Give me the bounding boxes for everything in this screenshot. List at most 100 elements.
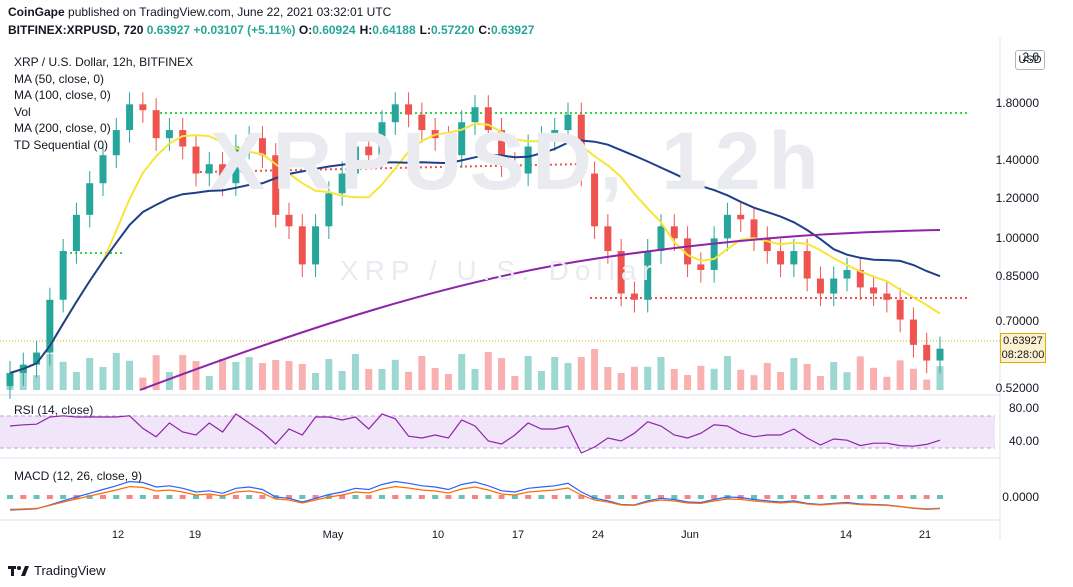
- candle-body: [391, 104, 399, 123]
- volume-bar: [564, 363, 572, 390]
- ohlc-label: C:: [478, 23, 492, 37]
- candle-body: [923, 344, 931, 361]
- volume-bar: [551, 357, 559, 390]
- candle-body: [325, 193, 333, 227]
- volume-bar: [99, 367, 107, 390]
- ohlc-value: 0.60924: [312, 23, 356, 37]
- bar-countdown: 08:28:00: [1001, 349, 1045, 361]
- macd-histogram-bar: [883, 495, 890, 499]
- time-tick: 10: [431, 529, 445, 541]
- macd-tick: 0.0000: [1002, 490, 1039, 504]
- volume-bar: [697, 365, 705, 390]
- volume-bar: [325, 359, 333, 390]
- macd-histogram-bar: [644, 495, 651, 499]
- candle-body: [378, 122, 386, 156]
- macd-histogram-bar: [844, 495, 850, 499]
- candle-body: [458, 122, 466, 156]
- time-tick: 17: [511, 529, 525, 541]
- macd-histogram-bar: [259, 495, 266, 499]
- volume-bar: [604, 367, 612, 390]
- candle-body: [126, 104, 134, 131]
- volume-bar: [630, 366, 638, 390]
- volume-bar: [644, 366, 652, 390]
- symbol-info: BITFINEX:XRPUSD, 720 0.63927 +0.03107 (+…: [8, 23, 538, 37]
- volume-bar: [72, 372, 80, 390]
- candle-body: [537, 138, 545, 147]
- candle-body: [219, 164, 227, 184]
- rsi-label[interactable]: RSI (14, close): [14, 403, 94, 417]
- volume-bar: [312, 373, 320, 390]
- legend-ma100[interactable]: MA (100, close, 0): [14, 88, 111, 102]
- candle-body: [312, 226, 320, 265]
- price-change: 0.63927 +0.03107 (+5.11%): [146, 23, 296, 37]
- volume-bar: [258, 363, 266, 390]
- legend-vol[interactable]: Vol: [14, 104, 31, 119]
- macd-histogram-bar: [498, 495, 505, 499]
- price-tick: 1.00000: [995, 231, 1039, 245]
- symbol-code: BITFINEX:XRPUSD, 720: [8, 23, 144, 37]
- candle-body: [723, 214, 731, 239]
- legend-ma50[interactable]: MA (50, close, 0): [14, 71, 105, 86]
- volume-bar: [684, 375, 692, 390]
- time-tick: May: [322, 529, 344, 541]
- volume-bar: [285, 361, 293, 390]
- candle-body: [365, 146, 373, 156]
- price-tick: 0.70000: [995, 314, 1039, 328]
- volume-bar: [524, 356, 532, 390]
- price-chart[interactable]: [0, 38, 1073, 556]
- volume-bar: [272, 360, 280, 390]
- candle-body: [790, 251, 798, 265]
- tradingview-logo-icon: [8, 566, 29, 576]
- macd-histogram-bar: [86, 495, 93, 499]
- chart-area[interactable]: [0, 38, 1073, 556]
- publish-info: CoinGape published on TradingView.com, J…: [8, 5, 391, 19]
- volume-bar: [205, 376, 213, 390]
- volume-bar: [152, 355, 160, 390]
- candle-body: [99, 155, 107, 184]
- macd-histogram-bar: [830, 495, 837, 499]
- volume-bar: [219, 359, 227, 390]
- candle-body: [870, 287, 878, 294]
- volume-bar: [418, 356, 426, 390]
- publisher-name[interactable]: CoinGape: [8, 5, 65, 19]
- ohlc-label: L:: [419, 23, 431, 37]
- footer-brand[interactable]: TradingView: [34, 563, 106, 578]
- candle-body: [803, 251, 811, 279]
- time-tick: 24: [591, 529, 605, 541]
- candle-body: [258, 138, 266, 156]
- candle-body: [471, 107, 479, 123]
- ohlc-label: O:: [298, 23, 313, 37]
- macd-histogram-bar: [671, 495, 678, 499]
- macd-histogram-bar: [206, 495, 213, 499]
- candle-body: [591, 173, 599, 227]
- candle-body: [498, 130, 506, 165]
- ohlc-value: 0.63927: [491, 23, 535, 37]
- volume-bar: [139, 377, 147, 390]
- candle-body: [577, 114, 585, 174]
- candle-body: [152, 110, 160, 139]
- time-tick: 12: [111, 529, 125, 541]
- volume-bar: [670, 369, 678, 390]
- candle-body: [909, 319, 917, 345]
- macd-histogram-bar: [923, 495, 930, 499]
- macd-histogram-bar: [870, 495, 877, 499]
- macd-histogram-bar: [910, 495, 917, 499]
- candle-body: [511, 164, 519, 174]
- candle-body: [843, 269, 851, 279]
- volume-bar: [723, 356, 731, 390]
- candle-body: [551, 130, 559, 139]
- currency-button[interactable]: USD: [1015, 50, 1045, 70]
- volume-bar: [471, 369, 479, 390]
- macd-histogram-bar: [538, 495, 545, 499]
- macd-histogram-bar: [286, 495, 292, 499]
- macd-label[interactable]: MACD (12, 26, close, 9): [14, 469, 143, 483]
- candle-body: [684, 238, 692, 265]
- candle-body: [883, 293, 891, 300]
- candle-body: [112, 130, 120, 156]
- volume-bar: [245, 357, 253, 390]
- macd-histogram-bar: [764, 495, 771, 499]
- legend-title[interactable]: XRP / U.S. Dollar, 12h, BITFINEX: [14, 55, 194, 69]
- legend-ma200[interactable]: MA (200, close, 0): [14, 121, 111, 135]
- legend-td-sequential[interactable]: TD Sequential (0): [14, 137, 109, 152]
- candle-body: [697, 264, 705, 270]
